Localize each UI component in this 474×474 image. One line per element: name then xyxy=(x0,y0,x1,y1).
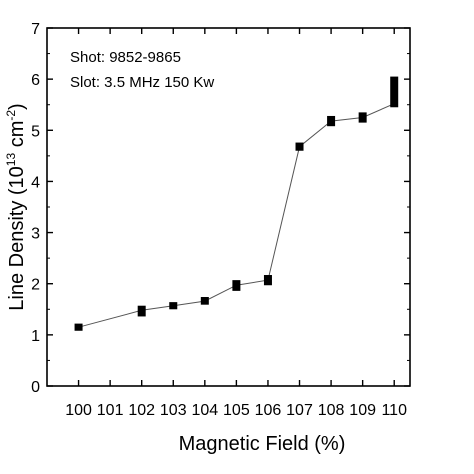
x-tick-label: 103 xyxy=(160,402,187,419)
data-point xyxy=(200,297,209,305)
data-point xyxy=(327,115,336,127)
x-axis-title: Magnetic Field (%) xyxy=(179,433,346,455)
x-tick-label: 109 xyxy=(349,402,376,419)
y-axis-title-close: ) xyxy=(6,103,28,110)
x-tick-label: 104 xyxy=(191,402,218,419)
y-tick-label: 4 xyxy=(31,174,40,191)
data-point xyxy=(169,302,178,310)
series-line xyxy=(78,103,395,328)
tick-marks xyxy=(47,27,410,387)
y-tick-label: 6 xyxy=(31,72,40,89)
x-tick-label: 110 xyxy=(381,402,407,419)
x-tick-label: 102 xyxy=(128,402,155,419)
data-point xyxy=(232,280,241,291)
y-tick-label: 1 xyxy=(31,328,40,345)
data-point xyxy=(263,275,272,286)
y-tick-label: 0 xyxy=(31,379,40,396)
x-tick-label: 107 xyxy=(286,402,313,419)
y-tick-label: 7 xyxy=(31,21,40,38)
x-tick-label: 105 xyxy=(223,402,250,419)
y-axis-title-unit: cm xyxy=(6,121,28,153)
data-point xyxy=(358,112,367,123)
data-point xyxy=(74,323,83,331)
x-tick-label: 108 xyxy=(318,402,345,419)
data-markers xyxy=(74,76,399,331)
annotation-shot: Shot: 9852-9865 xyxy=(70,49,181,66)
data-point xyxy=(390,76,399,108)
data-point xyxy=(137,305,146,317)
tick-labels: 0 1 2 3 4 5 6 7 100 101 102 103 104 105 106 107 108 109 11… xyxy=(31,21,407,419)
x-tick-label: 106 xyxy=(255,402,282,419)
annotation-slot: Slot: 3.5 MHz 150 Kw xyxy=(70,74,214,91)
y-axis-title: Line Density (1013 cm-2) xyxy=(4,103,28,310)
x-tick-label: 101 xyxy=(97,402,124,419)
data-point xyxy=(295,142,304,151)
y-axis-title-exponent-2: -2 xyxy=(4,110,18,121)
x-tick-label: 100 xyxy=(65,402,92,419)
y-tick-label: 5 xyxy=(31,123,40,140)
y-tick-label: 3 xyxy=(31,226,40,243)
y-axis-title-exponent-1: 13 xyxy=(4,153,18,167)
y-axis-title-main: Line Density (10 xyxy=(6,166,28,311)
y-tick-label: 2 xyxy=(31,277,40,294)
